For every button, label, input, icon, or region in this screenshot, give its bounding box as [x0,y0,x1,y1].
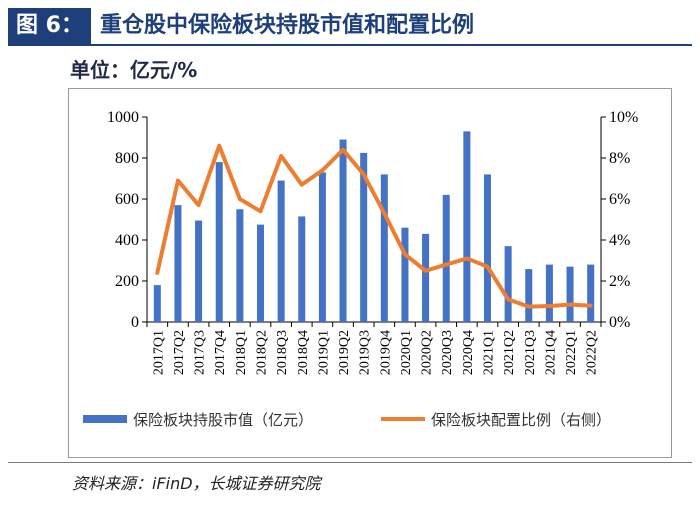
x-axis-category-label: 2021Q3 [523,330,538,375]
x-axis-category-label: 2017Q4 [213,330,228,375]
x-axis-category-label: 2019Q1 [316,330,331,375]
line-point [486,265,489,268]
left-axis-tick-label: 0 [131,314,139,331]
line-point [362,173,365,176]
x-axis-category-label: 2019Q2 [337,330,352,375]
bar-market-value [380,174,388,322]
line-point [465,257,469,260]
bar-market-value [587,264,595,322]
line-allocation-ratio [155,143,593,309]
right-axis-tick-label: 0% [609,314,630,331]
bar-market-value [277,180,285,322]
bar-market-value [360,152,368,322]
line-point [300,183,303,186]
right-axis-tick-label: 10% [609,109,638,126]
line-point [403,253,407,256]
source-note: 资料来源：iFinD，长城证券研究院 [72,474,321,493]
line-point [197,203,200,207]
line-point [176,179,180,182]
left-axis-tick-label: 800 [115,150,139,167]
chart-frame: 0 200 400 600 800 1000 0% 2% 4% 6% 8% 10% 2017Q1 2017… [68,88,672,458]
bar-market-value [339,139,347,322]
unit-label: 单位：亿元/% [70,58,198,82]
legend-line-label: 保险板块配置比例（右侧） [431,411,611,429]
bar-market-value [545,264,553,322]
x-axis-category-label: 2021Q1 [482,330,497,375]
x-axis-category-label: 2020Q3 [440,330,455,375]
line-point [279,154,283,158]
bar-market-value [195,220,203,322]
right-axis-tick-label: 2% [609,273,630,290]
bar-market-value [318,172,326,322]
bar-market-value [483,174,492,322]
bar-market-value [463,131,471,322]
bar-market-value [566,266,574,322]
bar-market-value [153,285,161,322]
bar-market-value [256,224,265,322]
line-point [506,298,510,301]
chart-svg: 0 200 400 600 800 1000 0% 2% 4% 6% 8% 10% 2017Q1 2017… [83,109,638,429]
line-point [527,305,530,308]
x-axis-category-label: 2020Q2 [420,330,435,375]
title-divider [8,44,692,46]
line-point [445,263,448,266]
x-axis-category-label: 2020Q4 [461,330,476,375]
line-point [321,169,324,172]
legend-bar-label: 保险板块持股市值（亿元） [133,411,313,429]
line-point [568,303,572,306]
x-axis-category-label: 2022Q2 [585,330,600,375]
line-point [218,144,221,147]
right-axis-tick-label: 8% [609,150,630,167]
right-axis-tick-label: 6% [609,191,630,208]
line-point [589,304,592,307]
bar-market-value [174,205,182,322]
x-axis-category-label: 2018Q2 [255,330,270,375]
line-point [259,210,262,213]
x-axis-category-label: 2021Q2 [502,330,517,375]
x-axis-category-label: 2017Q1 [151,330,166,375]
line-point [156,271,159,274]
line-point [548,304,551,308]
figure-number-tag: 图 6： [8,8,91,44]
x-axis-category-label: 2018Q3 [275,330,290,375]
figure-title: 重仓股中保险板块持股市值和配置比例 [100,13,475,38]
x-axis-category-label: 2022Q1 [564,330,579,375]
left-axis-tick-label: 1000 [107,109,139,126]
bar-market-value [525,269,533,322]
left-axis-tick-label: 200 [115,273,139,290]
line-point [383,212,386,215]
x-axis-category-label: 2017Q3 [193,330,208,375]
x-axis-category-label: 2021Q4 [543,330,558,375]
bar-market-value [504,246,512,322]
x-axis-category-label: 2020Q1 [399,330,414,375]
figure-title-bar: 图 6： 重仓股中保险板块持股市值和配置比例 [8,8,692,44]
line-point [424,269,427,272]
source-divider [8,462,692,463]
line-point [238,197,242,201]
legend-bar-swatch [83,415,127,423]
left-axis-tick-label: 600 [115,191,139,208]
bar-market-value [298,216,306,322]
x-axis-category-label: 2017Q2 [172,330,187,375]
bar-market-value [401,227,409,322]
x-axis-category-label: 2019Q4 [378,330,393,375]
x-axis-category-label: 2018Q4 [296,330,311,375]
x-axis-category-label: 2018Q1 [234,330,249,375]
bar-market-value [215,162,223,322]
bar-market-value [236,209,244,322]
x-axis-category-label: 2019Q3 [358,330,373,375]
bar-market-value [442,194,450,322]
right-axis-tick-label: 4% [609,232,630,249]
line-point [341,148,345,151]
left-axis-tick-label: 400 [115,232,139,249]
bar-market-value [422,233,430,322]
